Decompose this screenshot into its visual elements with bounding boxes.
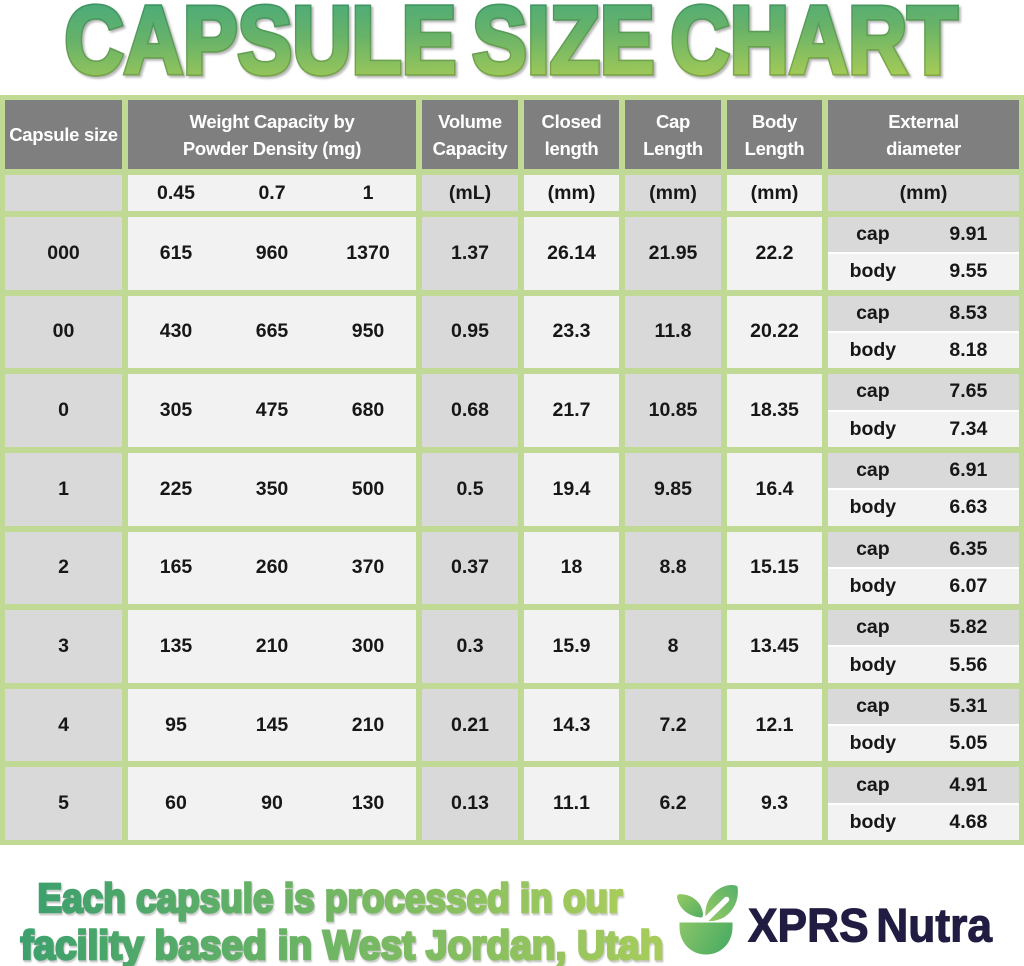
svg-text:Each capsule is processed in o: Each capsule is processed in our <box>38 875 623 921</box>
svg-text:XPRS Nutra: XPRS Nutra <box>748 899 993 952</box>
svg-text:facility based in West Jordan,: facility based in West Jordan, Utah <box>21 922 664 966</box>
svg-text:CAPSULE SIZE CHART: CAPSULE SIZE CHART <box>65 0 958 94</box>
svg-text:facility based in West Jordan,: facility based in West Jordan, Utah <box>21 922 664 966</box>
svg-text:CAPSULE SIZE CHART: CAPSULE SIZE CHART <box>65 0 958 94</box>
svg-text:Each capsule is processed in o: Each capsule is processed in our <box>38 875 623 921</box>
